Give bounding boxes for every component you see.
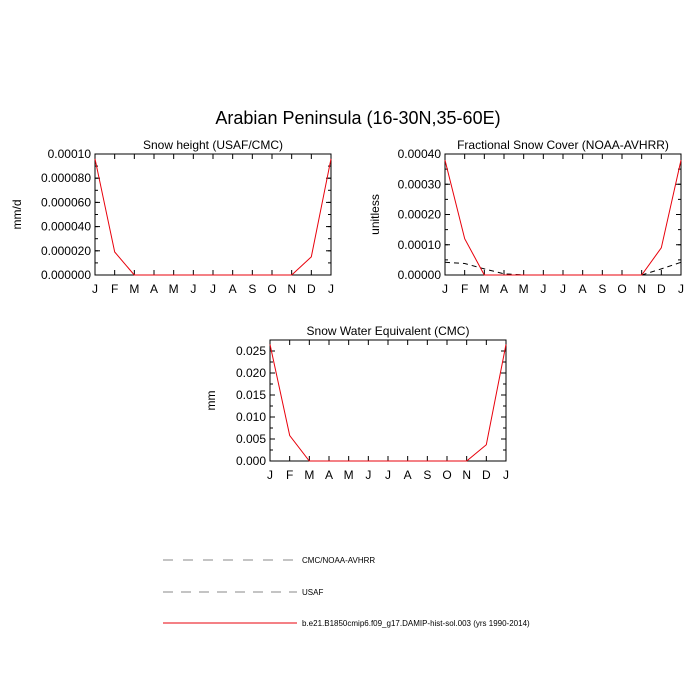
x-tick-label: J: [365, 468, 371, 482]
panel-3: Snow Water Equivalent (CMC)J F M A M J J A S O N D J…: [204, 324, 509, 482]
y-tick-label: 0.000000: [41, 268, 91, 282]
y-tick-label: 0.005: [236, 432, 266, 446]
x-tick-label: J: [190, 282, 196, 296]
x-tick-label: O: [442, 468, 451, 482]
y-axis-label: mm/d: [10, 200, 24, 230]
x-tick-label: S: [248, 282, 256, 296]
x-tick-label: M: [169, 282, 179, 296]
x-tick-label: S: [423, 468, 431, 482]
x-tick-label: M: [344, 468, 354, 482]
y-tick-label: 0.00030: [398, 177, 442, 191]
series-line-model: [444, 159, 682, 276]
y-tick-label: 0.00000: [398, 268, 442, 282]
y-axis-label: unitless: [368, 194, 382, 235]
panel-title: Fractional Snow Cover (NOAA-AVHRR): [457, 138, 669, 152]
panel-title: Snow Water Equivalent (CMC): [307, 324, 470, 338]
panels-group: Snow height (USAF/CMC)J F M A M J J A S O N D J0.000…: [10, 138, 684, 482]
plot-frame: [444, 153, 682, 276]
x-tick-label: J: [560, 282, 566, 296]
y-tick-label: 0.000080: [41, 171, 91, 185]
x-tick-label: J: [678, 282, 684, 296]
x-tick-label: F: [286, 468, 293, 482]
x-tick-label: N: [462, 468, 471, 482]
y-tick-label: 0.00020: [398, 208, 442, 222]
x-tick-label: A: [579, 282, 587, 296]
panel-title: Snow height (USAF/CMC): [143, 138, 283, 152]
x-tick-label: S: [598, 282, 606, 296]
x-tick-label: J: [540, 282, 546, 296]
x-tick-label: M: [479, 282, 489, 296]
x-tick-label: M: [304, 468, 314, 482]
x-tick-label: M: [519, 282, 529, 296]
y-axis-label: mm: [204, 391, 218, 411]
panel-1: Snow height (USAF/CMC)J F M A M J J A S O N D J0.000…: [10, 138, 334, 296]
x-tick-label: J: [267, 468, 273, 482]
x-tick-label: A: [325, 468, 333, 482]
x-tick-label: A: [500, 282, 508, 296]
y-tick-label: 0.010: [236, 410, 266, 424]
x-tick-label: D: [482, 468, 491, 482]
y-tick-label: 0.000: [236, 454, 266, 468]
y-tick-label: 0.015: [236, 388, 266, 402]
legend-label: USAF: [302, 588, 323, 597]
y-tick-label: 0.020: [236, 366, 266, 380]
plot-frame: [269, 339, 507, 462]
x-tick-label: N: [287, 282, 296, 296]
y-tick-label: 0.000040: [41, 220, 91, 234]
legend-label: b.e21.B1850cmip6.f09_g17.DAMIP-hist-sol.…: [302, 619, 530, 628]
panel-2: Fractional Snow Cover (NOAA-AVHRR)J F M A M J…: [368, 138, 684, 296]
x-tick-label: D: [307, 282, 316, 296]
legend: CMC/NOAA-AVHRR USAF b.e21.B1850cmip6.f09_g…: [163, 556, 530, 628]
x-tick-label: M: [129, 282, 139, 296]
legend-label: CMC/NOAA-AVHRR: [302, 556, 375, 565]
x-tick-label: J: [210, 282, 216, 296]
x-tick-label: F: [461, 282, 468, 296]
x-tick-label: F: [111, 282, 118, 296]
x-tick-label: N: [637, 282, 646, 296]
y-tick-label: 0.025: [236, 344, 266, 358]
y-tick-label: 0.000020: [41, 244, 91, 258]
y-tick-label: 0.00010: [48, 147, 92, 161]
y-tick-label: 0.000060: [41, 195, 91, 209]
figure-title: Arabian Peninsula (16-30N,35-60E): [215, 108, 500, 128]
x-tick-label: J: [92, 282, 98, 296]
x-tick-label: D: [657, 282, 666, 296]
series-line-model: [269, 344, 507, 462]
y-tick-label: 0.00040: [398, 147, 442, 161]
y-tick-label: 0.00010: [398, 238, 442, 252]
series-line-model: [94, 158, 332, 276]
x-tick-label: A: [229, 282, 237, 296]
x-tick-label: J: [328, 282, 334, 296]
x-tick-label: O: [267, 282, 276, 296]
x-tick-label: A: [404, 468, 412, 482]
x-tick-label: J: [442, 282, 448, 296]
x-tick-label: A: [150, 282, 158, 296]
x-tick-label: J: [385, 468, 391, 482]
plot-frame: [94, 153, 332, 276]
x-tick-label: O: [617, 282, 626, 296]
x-tick-label: J: [503, 468, 509, 482]
